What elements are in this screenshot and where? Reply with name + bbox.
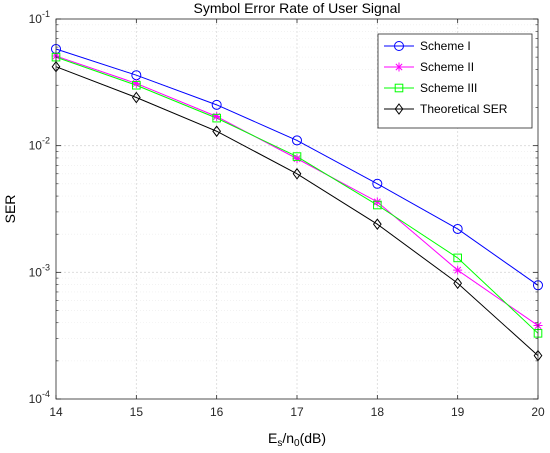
- data-point: [211, 99, 222, 110]
- y-tick-label: 10-1: [29, 9, 50, 26]
- y-tick-label-exp: -4: [42, 389, 50, 399]
- x-tick-label: 15: [130, 405, 144, 419]
- x-tick-label: 16: [210, 405, 224, 419]
- x-tick-label: 14: [49, 405, 63, 419]
- data-point: [212, 125, 222, 138]
- y-tick-label-base: 10: [29, 392, 43, 406]
- data-point: [453, 277, 463, 290]
- x-tick-label: 20: [531, 405, 545, 419]
- data-point: [452, 223, 463, 234]
- data-point: [212, 111, 222, 121]
- x-axis-label-sub1: s: [277, 438, 282, 449]
- legend-marker: [394, 62, 404, 72]
- data-point: [372, 178, 383, 189]
- x-tick-label: 19: [451, 405, 465, 419]
- data-point: [132, 80, 141, 90]
- x-axis-label: Es/n0(dB): [268, 430, 326, 449]
- legend-label: Scheme I: [420, 39, 471, 53]
- y-tick-label-base: 10: [29, 12, 43, 26]
- x-tick-label: 18: [371, 405, 385, 419]
- y-axis-label: SER: [2, 195, 18, 224]
- legend-marker: [394, 41, 404, 51]
- data-point: [292, 154, 302, 164]
- data-point: [292, 135, 302, 146]
- x-tick-label: 17: [290, 405, 304, 419]
- y-tick-label-exp: -1: [42, 9, 50, 19]
- y-tick-label: 10-2: [29, 136, 50, 153]
- data-point: [292, 167, 302, 180]
- series-line-0: [55, 48, 539, 286]
- legend-label: Scheme II: [420, 60, 474, 74]
- legend-box: [377, 33, 533, 129]
- y-tick-label-base: 10: [29, 139, 43, 153]
- y-tick-label-exp: -3: [42, 262, 50, 272]
- y-tick-label: 10-4: [29, 389, 50, 406]
- series-line-3: [55, 66, 539, 357]
- data-point: [292, 152, 302, 161]
- data-point: [131, 91, 141, 104]
- legend: Scheme I Scheme II Scheme III Theoretical S…: [377, 33, 533, 129]
- data-point: [453, 265, 463, 275]
- legend-label: Theoretical SER: [420, 102, 508, 116]
- legend-marker: [394, 83, 404, 93]
- data-point: [372, 218, 382, 231]
- data-point: [372, 197, 382, 207]
- data-point: [212, 113, 221, 123]
- y-tick-label-base: 10: [29, 265, 43, 279]
- data-point: [373, 200, 382, 210]
- y-tick-label-exp: -2: [42, 136, 50, 146]
- data-point: [453, 253, 462, 263]
- chart-title: Symbol Error Rate of User Signal: [194, 0, 401, 16]
- y-tick-label: 10-3: [29, 262, 50, 279]
- legend-label: Scheme III: [420, 81, 477, 95]
- x-axis-label-sub2: 0: [294, 438, 300, 449]
- legend-marker: [394, 103, 404, 115]
- data-point: [131, 78, 141, 88]
